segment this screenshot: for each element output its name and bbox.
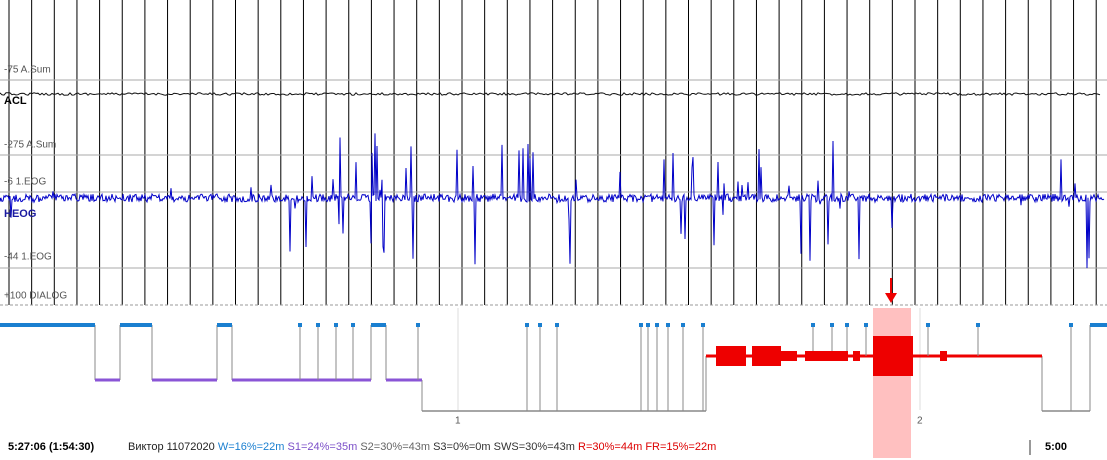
channel-scale: -44 1.EOG — [4, 252, 52, 263]
rem-block — [805, 351, 848, 361]
acl-trace — [0, 92, 1101, 96]
rem-block — [853, 351, 860, 361]
stat: W=16%=22m — [218, 441, 285, 453]
traces — [0, 92, 1105, 269]
hypnogram — [0, 323, 1107, 412]
channel-scale: -75 A.Sum — [4, 65, 51, 76]
channel-scale: -275 A.Sum — [4, 140, 56, 151]
rem-block — [873, 336, 913, 376]
status-end-time: 5:00 — [1045, 441, 1067, 453]
stat: S2=30%=43m — [360, 441, 430, 453]
stat: S3=0%=0m — [433, 441, 490, 453]
selection-highlight[interactable] — [873, 308, 911, 458]
heog-trace — [0, 133, 1105, 269]
channel-name: ACL — [4, 95, 27, 107]
stat: R=30%=44m — [578, 441, 642, 453]
grid — [0, 0, 1107, 410]
stat: S1=24%=35m — [288, 441, 358, 453]
marker-arrow-head — [885, 293, 897, 303]
cycle-label: 2 — [917, 416, 923, 427]
rem-block — [716, 346, 746, 366]
stat: FR=15%=22m — [645, 441, 716, 453]
rem-block — [752, 346, 781, 366]
channel-scale: -6 1.EOG — [4, 177, 46, 188]
subject: Виктор 11072020 — [128, 441, 215, 453]
rem-block — [940, 351, 947, 361]
rem-block — [781, 351, 797, 361]
status-stats: Виктор 11072020 W=16%=22m S1=24%=35m S2=… — [128, 441, 716, 453]
channel-name: HEOG — [4, 208, 36, 220]
stat: SWS=30%=43m — [494, 441, 575, 453]
status-time: 5:27:06 (1:54:30) — [8, 441, 95, 453]
channel-scale: +100 DIALOG — [4, 291, 67, 302]
cycle-label: 1 — [455, 416, 461, 427]
